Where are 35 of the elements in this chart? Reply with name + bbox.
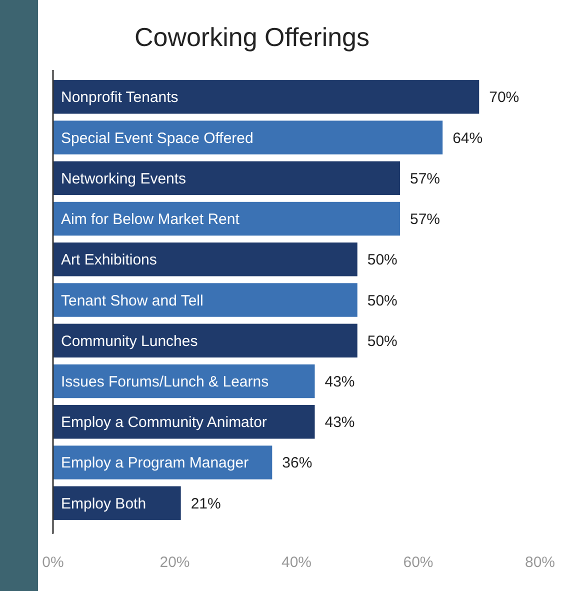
chart-title: Coworking Offerings bbox=[134, 22, 370, 52]
y-tick-label: Special Event Space Offered bbox=[61, 130, 254, 147]
data-label: 36% bbox=[282, 454, 312, 472]
y-tick-label: Employ Both bbox=[61, 495, 146, 512]
x-tick-label: 80% bbox=[524, 554, 556, 571]
y-tick-label: Aim for Below Market Rent bbox=[61, 211, 240, 228]
bar bbox=[53, 283, 358, 317]
y-tick-label: Art Exhibitions bbox=[61, 252, 157, 269]
data-label: 43% bbox=[324, 373, 355, 390]
bar bbox=[53, 324, 358, 358]
bar bbox=[53, 80, 480, 114]
data-label: 21% bbox=[190, 495, 221, 512]
y-tick-label: Employ a Program Manager bbox=[61, 454, 249, 472]
y-tick-label: Employ a Community Animator bbox=[61, 414, 267, 432]
y-tick-label: Issues Forums/Lunch & Learns bbox=[61, 373, 269, 390]
data-label: 50% bbox=[367, 252, 398, 269]
y-tick-label: Nonprofit Tenants bbox=[61, 89, 178, 106]
y-tick-label: Community Lunches bbox=[61, 332, 198, 350]
data-label: 70% bbox=[489, 89, 520, 106]
data-label: 43% bbox=[324, 414, 355, 432]
x-tick-label: 60% bbox=[403, 554, 434, 571]
y-tick-label: Networking Events bbox=[61, 170, 186, 188]
x-tick-label: 40% bbox=[281, 554, 312, 571]
bar bbox=[53, 242, 358, 276]
bar bbox=[53, 120, 443, 154]
bar bbox=[53, 161, 400, 195]
x-tick-label: 0% bbox=[42, 554, 64, 571]
data-label: 57% bbox=[410, 170, 440, 188]
data-label: 64% bbox=[452, 130, 483, 147]
data-label: 57% bbox=[410, 211, 440, 228]
data-label: 50% bbox=[367, 332, 398, 350]
y-tick-label: Tenant Show and Tell bbox=[61, 292, 204, 310]
x-tick-label: 20% bbox=[160, 554, 190, 571]
bar bbox=[53, 202, 400, 236]
data-label: 50% bbox=[367, 292, 398, 310]
